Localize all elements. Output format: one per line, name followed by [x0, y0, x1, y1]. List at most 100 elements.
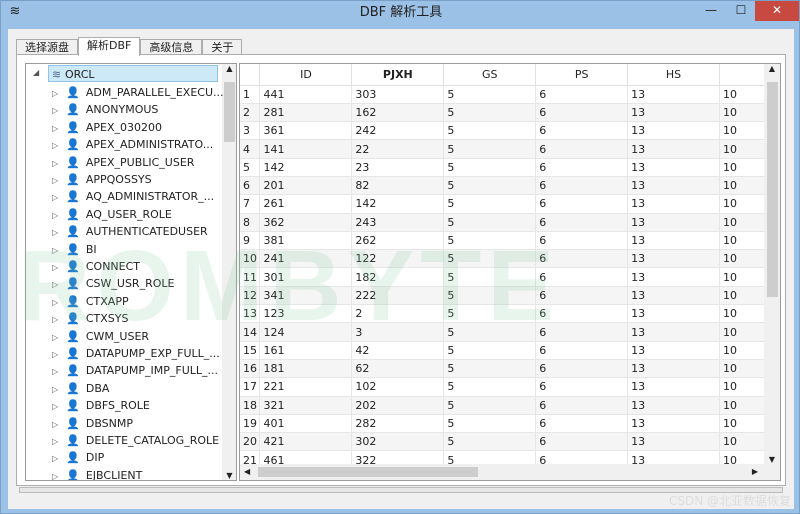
tree-root-orcl[interactable]: ≋ ORCL — [48, 65, 218, 82]
table-cell[interactable]: 6 — [535, 322, 629, 342]
tree-item[interactable]: ▷ 👤 DATAPUMP_EXP_FULL_... — [52, 345, 220, 362]
scroll-left-icon[interactable]: ◀ — [244, 467, 251, 476]
table-cell[interactable]: 13 — [627, 85, 720, 104]
table-cell[interactable]: 5 — [443, 377, 537, 397]
expand-arrow-icon[interactable]: ▷ — [52, 106, 59, 116]
expand-arrow-icon[interactable]: ▷ — [52, 123, 59, 133]
table-cell[interactable]: 142 — [351, 194, 445, 214]
table-cell[interactable]: 221 — [259, 377, 353, 397]
table-cell[interactable]: 5 — [443, 139, 537, 159]
table-row[interactable]: 14 124 3 5 6 13 10 — [240, 322, 780, 342]
table-row[interactable]: 1 441 303 5 6 13 10 — [240, 85, 780, 104]
table-cell[interactable]: 182 — [351, 267, 445, 287]
column-header[interactable]: GS — [443, 64, 537, 86]
tab-about[interactable]: 关于 — [202, 39, 243, 55]
table-cell[interactable]: 5 — [443, 432, 537, 452]
table-cell[interactable]: 161 — [259, 341, 353, 360]
tree-item[interactable]: ▷ 👤 ADM_PARALLEL_EXECU... — [52, 84, 224, 101]
tree-item[interactable]: ▷ 👤 CTXAPP — [52, 293, 129, 310]
table-row[interactable]: 3 361 242 5 6 13 10 — [240, 121, 780, 141]
table-cell[interactable]: 6 — [535, 286, 629, 306]
tab-select-disk[interactable]: 选择源盘 — [16, 39, 78, 55]
table-cell[interactable]: 5 — [443, 158, 537, 177]
table-cell[interactable]: 13 — [627, 286, 720, 306]
expand-arrow-icon[interactable]: ▷ — [52, 228, 59, 238]
table-row[interactable]: 13 123 2 5 6 13 10 — [240, 304, 780, 324]
table-cell[interactable]: 262 — [351, 231, 445, 251]
table-cell[interactable]: 13 — [627, 359, 720, 379]
tree-item[interactable]: ▷ 👤 AQ_ADMINISTRATOR_... — [52, 188, 214, 205]
table-cell[interactable]: 13 — [627, 377, 720, 397]
table-cell[interactable]: 6 — [535, 432, 629, 452]
scroll-up-icon[interactable]: ▲ — [226, 64, 233, 73]
expand-arrow-icon[interactable]: ▷ — [52, 454, 59, 464]
table-cell[interactable]: 6 — [535, 267, 629, 287]
tree-item[interactable]: ▷ 👤 ANONYMOUS — [52, 101, 158, 118]
table-cell[interactable]: 2 — [351, 304, 445, 324]
table-cell[interactable]: 13 — [627, 249, 720, 269]
expand-arrow-icon[interactable]: ▷ — [52, 263, 59, 272]
table-cell[interactable]: 5 — [443, 231, 537, 251]
table-cell[interactable]: 13 — [627, 176, 720, 196]
table-cell[interactable]: 6 — [535, 158, 629, 177]
expand-arrow-icon[interactable]: ▷ — [52, 332, 59, 342]
expand-arrow-icon[interactable]: ▷ — [52, 89, 59, 98]
tree-item[interactable]: ▷ 👤 BI — [52, 241, 97, 258]
table-cell[interactable]: 13 — [627, 267, 720, 287]
tree-item[interactable]: ▷ 👤 APEX_PUBLIC_USER — [52, 154, 194, 171]
table-cell[interactable]: 6 — [535, 341, 629, 360]
table-row[interactable]: 19 401 282 5 6 13 10 — [240, 414, 780, 434]
scroll-right-icon[interactable]: ▶ — [751, 467, 758, 476]
collapse-arrow-icon[interactable]: ◢ — [33, 68, 40, 77]
tree-item[interactable]: ▷ 👤 CSW_USR_ROLE — [52, 275, 174, 292]
table-cell[interactable]: 22 — [351, 139, 445, 159]
table-cell[interactable]: 13 — [627, 341, 720, 360]
expand-arrow-icon[interactable]: ▷ — [52, 367, 59, 377]
expand-arrow-icon[interactable]: ▷ — [52, 384, 59, 394]
table-cell[interactable]: 6 — [535, 359, 629, 379]
table-cell[interactable]: 82 — [351, 176, 445, 196]
table-cell[interactable]: 6 — [535, 85, 629, 104]
table-cell[interactable]: 124 — [259, 322, 353, 342]
expand-arrow-icon[interactable]: ▷ — [52, 141, 59, 151]
table-cell[interactable]: 102 — [351, 377, 445, 397]
table-cell[interactable]: 123 — [259, 304, 353, 324]
table-cell[interactable]: 6 — [535, 304, 629, 324]
tree-item[interactable]: ▷ 👤 DELETE_CATALOG_ROLE — [52, 432, 219, 449]
table-cell[interactable]: 13 — [627, 414, 720, 434]
table-cell[interactable]: 13 — [627, 304, 720, 324]
table-cell[interactable]: 6 — [535, 103, 629, 123]
scroll-up-icon[interactable]: ▲ — [768, 64, 776, 73]
table-cell[interactable]: 381 — [259, 231, 353, 251]
tree-item[interactable]: ▷ 👤 DIP — [52, 449, 104, 466]
table-cell[interactable]: 302 — [351, 432, 445, 452]
table-cell[interactable]: 181 — [259, 359, 353, 379]
table-row[interactable]: 17 221 102 5 6 13 10 — [240, 377, 780, 397]
table-cell[interactable]: 162 — [351, 103, 445, 123]
column-header[interactable]: PS — [535, 64, 629, 86]
tree-item[interactable]: ▷ 👤 EJBCLIENT — [52, 467, 142, 480]
expand-arrow-icon[interactable]: ▷ — [52, 193, 59, 203]
tree-item[interactable]: ▷ 👤 CTXSYS — [52, 310, 128, 327]
table-cell[interactable]: 13 — [627, 121, 720, 141]
table-cell[interactable]: 5 — [443, 103, 537, 123]
table-row[interactable]: 15 161 42 5 6 13 10 — [240, 341, 780, 360]
table-cell[interactable]: 13 — [627, 396, 720, 415]
expand-arrow-icon[interactable]: ▷ — [52, 402, 59, 412]
table-cell[interactable]: 6 — [535, 396, 629, 415]
table-cell[interactable]: 5 — [443, 396, 537, 415]
expand-arrow-icon[interactable]: ▷ — [52, 350, 59, 359]
grid-vertical-scrollbar[interactable]: ▲ ▼ — [764, 64, 780, 464]
table-cell[interactable]: 5 — [443, 194, 537, 214]
table-cell[interactable]: 5 — [443, 267, 537, 287]
table-cell[interactable]: 241 — [259, 249, 353, 269]
table-cell[interactable]: 5 — [443, 322, 537, 342]
table-cell[interactable]: 5 — [443, 213, 537, 232]
tree-item[interactable]: ▷ 👤 APPQOSSYS — [52, 171, 152, 188]
tree-item[interactable]: ▷ 👤 AUTHENTICATEDUSER — [52, 223, 208, 240]
table-cell[interactable]: 13 — [627, 194, 720, 214]
table-row[interactable]: 18 321 202 5 6 13 10 — [240, 396, 780, 415]
tree-item[interactable]: ▷ 👤 DATAPUMP_IMP_FULL_... — [52, 362, 218, 379]
tree-item[interactable]: ▷ 👤 APEX_ADMINISTRATO... — [52, 136, 213, 153]
table-cell[interactable]: 341 — [259, 286, 353, 306]
